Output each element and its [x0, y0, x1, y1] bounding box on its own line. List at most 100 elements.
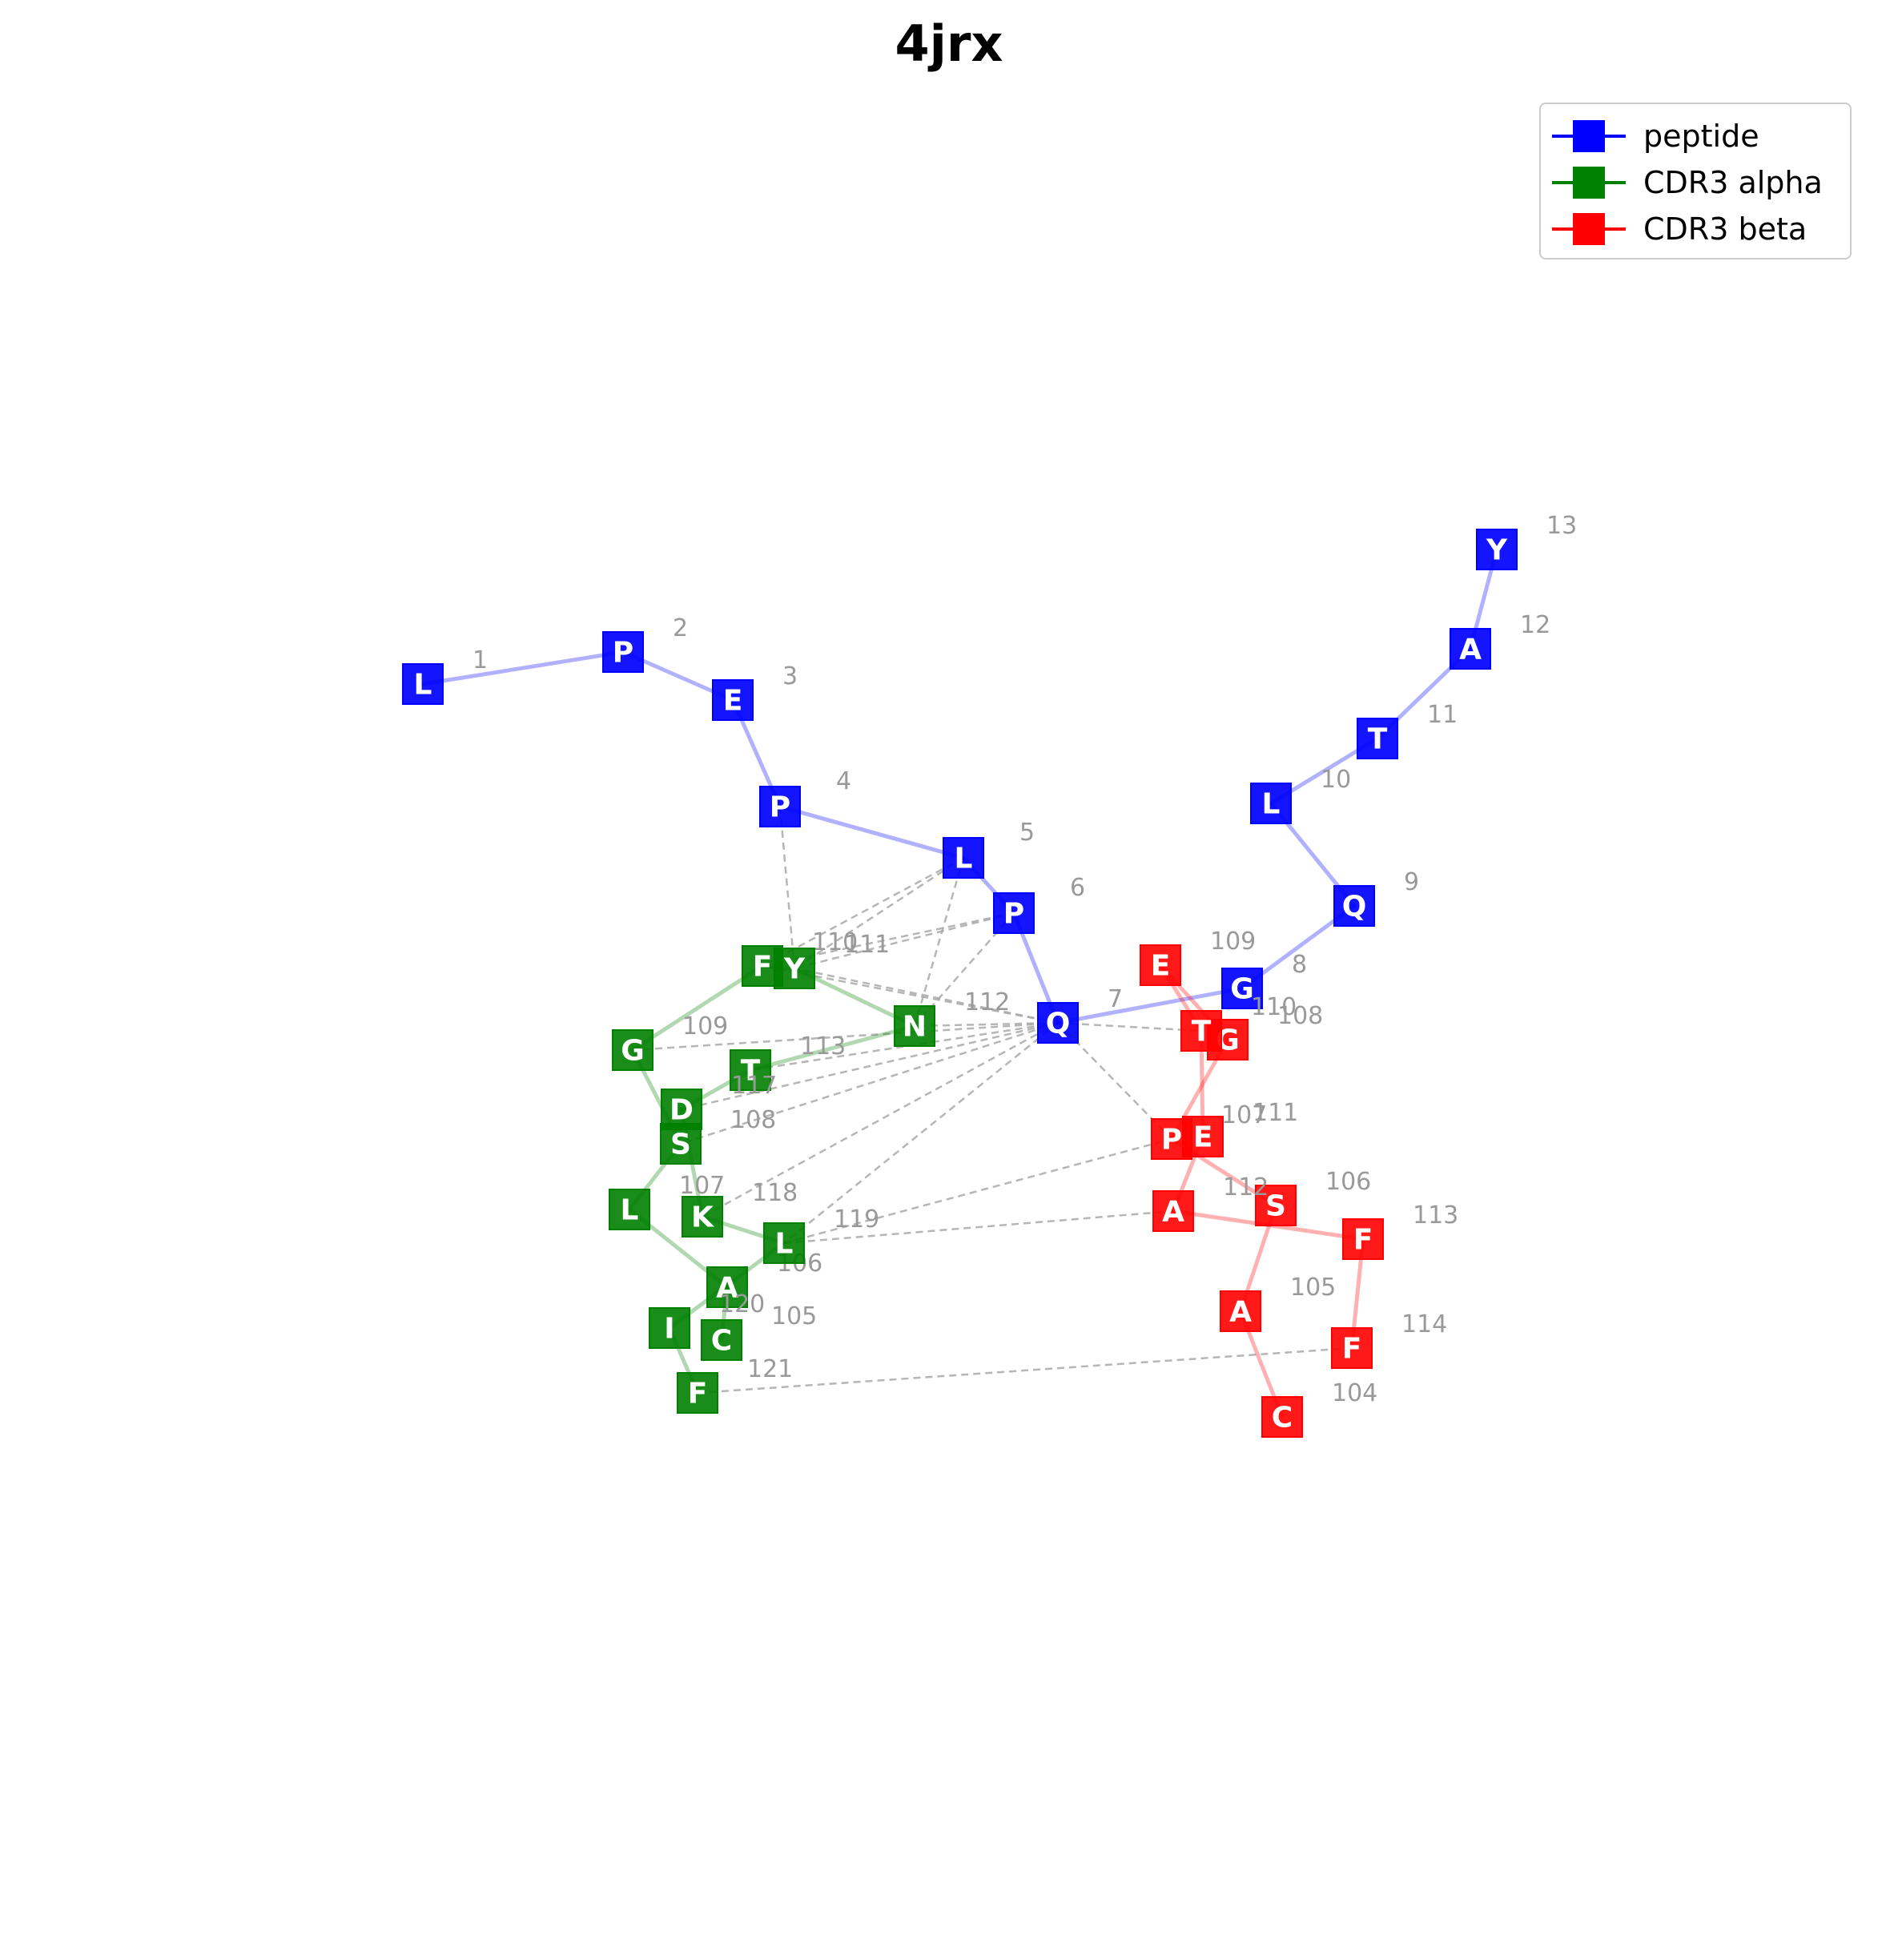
residue-number: 113 — [1413, 1201, 1458, 1230]
residue-node-cdr3-beta-112: A 112 — [1152, 1173, 1269, 1232]
residue-number: 109 — [1210, 928, 1256, 956]
residue-number: 119 — [834, 1205, 879, 1234]
legend: peptide CDR3 alpha CDR3 beta — [1539, 103, 1852, 260]
residue-node-cdr3-alpha-121: F 121 — [677, 1355, 793, 1414]
residue-number: 4 — [836, 767, 851, 795]
residue-letter: L — [414, 669, 432, 702]
residue-node-cdr3-alpha-117: D 117 — [661, 1072, 777, 1130]
backbone-edge-a109-a110 — [630, 964, 765, 1052]
legend-item-cdr3-beta: CDR3 beta — [1552, 208, 1807, 250]
backbone-edge-p1-p2 — [420, 650, 625, 686]
residue-box — [1450, 628, 1491, 670]
residue-number: 108 — [1277, 1002, 1323, 1030]
residue-number: 118 — [752, 1179, 798, 1207]
residue-box — [1140, 944, 1181, 986]
residue-number: 111 — [844, 931, 890, 959]
residue-number: 1 — [472, 646, 488, 674]
residue-letter: E — [1193, 1121, 1213, 1154]
legend-label-peptide: peptide — [1643, 119, 1759, 154]
legend-swatch-cdr3-beta — [1552, 208, 1626, 250]
residue-node-cdr3-beta-113: F 113 — [1342, 1201, 1458, 1260]
residue-box — [1333, 885, 1375, 927]
residue-node-cdr3-alpha-118: K 118 — [682, 1179, 798, 1238]
contact-edge-a119-b107 — [783, 1137, 1172, 1245]
contact-edge-p7-a113 — [750, 1021, 1059, 1072]
residue-letter: S — [1265, 1190, 1286, 1223]
residue-number: 107 — [1221, 1101, 1267, 1129]
residue-node-peptide-7: Q7 — [1037, 985, 1123, 1044]
residue-node-peptide-4: P4 — [759, 767, 851, 827]
residue-letter: A — [716, 1272, 738, 1305]
residue-nodes: L1P2E3P4L5P6Q7G8Q9L10T11A12Y13C105A106L1… — [402, 512, 1577, 1438]
residue-node-peptide-6: P6 — [993, 874, 1085, 934]
residue-node-peptide-9: Q9 — [1333, 868, 1419, 927]
contact-edge-p5-a110 — [762, 856, 964, 968]
residue-number: 111 — [1253, 1099, 1298, 1127]
residue-number: 7 — [1108, 985, 1123, 1013]
residue-number: 5 — [1019, 819, 1035, 847]
residue-number: 8 — [1292, 951, 1307, 979]
residue-number: 6 — [1070, 874, 1085, 902]
residue-letter: C — [1272, 1402, 1293, 1435]
residue-node-cdr3-alpha-105: C 105 — [701, 1302, 817, 1361]
contact-edge-a119-b112 — [783, 1209, 1174, 1245]
residue-node-cdr3-beta-106: S 106 — [1255, 1168, 1371, 1226]
residue-number: 106 — [1325, 1168, 1371, 1196]
residue-letter: Y — [783, 953, 806, 986]
contact-edge-a121-b114 — [697, 1346, 1353, 1395]
residue-letter: L — [621, 1194, 639, 1227]
residue-letter: P — [1161, 1124, 1182, 1157]
residue-node-peptide-3: E3 — [712, 662, 798, 721]
residue-number: 105 — [771, 1302, 817, 1330]
contact-edge-p7-a112 — [914, 1021, 1059, 1028]
residue-letter: S — [670, 1129, 691, 1161]
residue-letter: L — [775, 1228, 794, 1261]
residue-box — [943, 837, 984, 879]
residue-node-cdr3-alpha-109: G 109 — [612, 1012, 728, 1071]
residue-box — [1182, 1116, 1224, 1157]
residue-box — [1220, 1290, 1261, 1332]
residue-letter: P — [1003, 898, 1024, 931]
residue-node-peptide-13: Y 13 — [1476, 512, 1577, 570]
residue-letter: T — [741, 1055, 761, 1088]
legend-item-cdr3-alpha: CDR3 alpha — [1552, 162, 1823, 203]
residue-letter: Q — [1046, 1008, 1071, 1040]
residue-box — [774, 948, 815, 989]
contact-edge-p6-a111 — [794, 912, 1015, 970]
residue-number: 108 — [730, 1106, 776, 1134]
residue-box — [763, 1222, 805, 1264]
residue-letter: L — [955, 843, 973, 875]
residue-number: 105 — [1290, 1274, 1336, 1302]
residue-letter: P — [770, 791, 790, 824]
residue-letter: T — [1368, 723, 1388, 756]
residue-number: 121 — [747, 1355, 793, 1383]
residue-node-cdr3-alpha-111: Y 111 — [774, 931, 890, 989]
residue-node-peptide-2: P2 — [602, 614, 688, 673]
residue-number: 11 — [1427, 701, 1458, 729]
residue-number: 3 — [782, 662, 798, 690]
contact-edge-p7-a117 — [681, 1021, 1059, 1111]
residue-number: 120 — [719, 1290, 765, 1318]
residue-box — [730, 1049, 771, 1091]
residue-letter: F — [753, 951, 773, 984]
residue-box — [612, 1029, 653, 1071]
residue-letter: Y — [1486, 534, 1508, 567]
residue-node-cdr3-beta-105: A 105 — [1220, 1274, 1336, 1332]
residue-letter: A — [1459, 634, 1482, 666]
residue-letter: C — [711, 1325, 732, 1358]
residue-number: 107 — [679, 1172, 725, 1200]
backbone-edge-p4-p5 — [778, 804, 966, 860]
residue-letter: F — [1342, 1333, 1362, 1366]
residue-box — [1152, 1190, 1194, 1232]
residue-letter: G — [621, 1035, 645, 1068]
residue-node-cdr3-alpha-112: N 112 — [894, 988, 1010, 1047]
chart-title: 4jrx — [895, 14, 1003, 73]
residue-node-peptide-10: L 10 — [1250, 766, 1351, 824]
residue-letter: P — [613, 637, 633, 670]
residue-box — [1476, 529, 1518, 570]
residue-letter: I — [664, 1313, 674, 1346]
residue-letter: T — [1192, 1016, 1212, 1048]
residue-number: 9 — [1404, 868, 1419, 896]
contact-edge-p5-a112 — [913, 857, 965, 1027]
contact-edge-p5-a111 — [794, 856, 964, 970]
